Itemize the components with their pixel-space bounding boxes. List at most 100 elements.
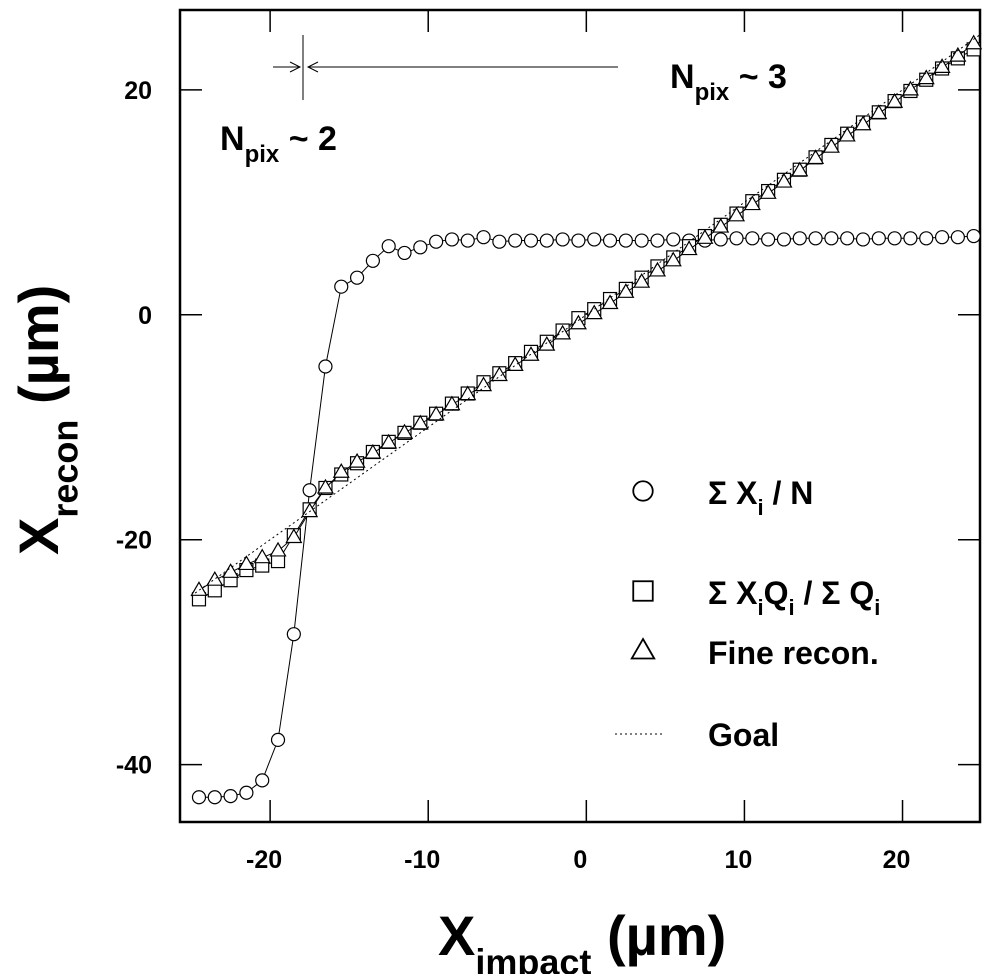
plot-frame: [178, 8, 982, 824]
x-axis-label: Ximpact (µm): [438, 904, 726, 974]
marker-circle: [286, 627, 301, 642]
marker-triangle: [443, 395, 461, 411]
subscript: i: [788, 595, 794, 620]
marker-circle: [270, 732, 286, 748]
marker-circle: [476, 230, 491, 245]
marker-triangle: [633, 272, 651, 288]
marker-circle: [745, 231, 760, 246]
marker-triangle: [759, 184, 777, 199]
marker-circle: [618, 233, 633, 248]
marker-circle: [713, 232, 728, 247]
marker-circle: [460, 233, 475, 248]
text-part: Fine recon.: [708, 635, 879, 671]
marker-triangle: [601, 294, 619, 310]
marker-triangle: [285, 528, 303, 544]
y-tick-label: 20: [124, 77, 152, 105]
subscript: i: [757, 595, 763, 620]
marker-circle: [318, 359, 333, 374]
text-part: N: [670, 58, 695, 96]
marker-triangle: [348, 452, 366, 468]
x-tick-label: 10: [725, 846, 753, 874]
annotation: Npix ~ 2: [220, 120, 337, 168]
marker-triangle: [696, 229, 714, 244]
marker-circle: [587, 232, 602, 247]
marker-circle: [334, 279, 349, 294]
legend-label: Fine recon.: [708, 635, 879, 671]
marker-triangle: [395, 423, 414, 439]
marker-triangle: [269, 541, 287, 557]
text-part: Σ X: [708, 575, 758, 611]
marker-circle: [191, 790, 207, 805]
marker-circle: [776, 232, 792, 247]
marker-circle: [539, 233, 554, 248]
marker-triangle: [332, 463, 350, 478]
y-axis-label: Xrecon (µm): [7, 285, 86, 555]
marker-circle: [871, 231, 886, 246]
marker-triangle: [712, 217, 730, 233]
subscript: impact: [475, 942, 591, 974]
marker-triangle: [222, 563, 240, 578]
marker-triangle: [822, 138, 840, 153]
marker-triangle: [554, 324, 572, 340]
marker-triangle: [190, 581, 208, 596]
marker-triangle: [569, 314, 587, 330]
y-tick-label: -40: [116, 752, 152, 780]
text-part: N: [220, 120, 245, 158]
marker-circle: [840, 231, 855, 246]
range-arrows: [273, 35, 618, 100]
marker-circle: [919, 231, 934, 246]
text-part: Σ X: [708, 475, 758, 511]
marker-triangle: [949, 46, 967, 62]
marker-circle: [508, 233, 523, 248]
text-part: (µm): [7, 285, 70, 420]
marker-circle: [349, 270, 365, 285]
marker-triangle: [237, 555, 255, 571]
legend-label: Σ Xi / N: [708, 475, 813, 520]
x-tick-label: -10: [404, 846, 440, 874]
marker-circle: [824, 231, 839, 246]
marker-circle: [223, 789, 238, 804]
marker-triangle: [807, 149, 825, 165]
marker-circle: [792, 231, 807, 246]
marker-circle: [381, 239, 396, 254]
marker-circle: [492, 234, 507, 249]
legend-swatch: [632, 480, 654, 502]
legend-label: Σ XiQi / Σ Qi: [708, 575, 880, 620]
legend-label: Goal: [708, 717, 779, 753]
marker-triangle: [917, 69, 935, 85]
marker-circle: [207, 790, 222, 805]
subscript: i: [757, 495, 763, 520]
marker-triangle: [743, 195, 761, 211]
marker-triangle: [411, 414, 429, 430]
marker-triangle: [506, 356, 524, 371]
marker-triangle: [870, 104, 888, 120]
goal-line: [190, 33, 982, 597]
marker-triangle: [727, 206, 746, 222]
marker-circle: [429, 234, 444, 249]
marker-triangle: [490, 366, 508, 382]
subscript: recon: [45, 420, 86, 518]
subscript: i: [874, 595, 880, 620]
marker-triangle: [253, 548, 271, 564]
marker-circle: [555, 232, 570, 247]
marker-triangle: [664, 251, 682, 267]
text-part: ~ 3: [729, 58, 787, 96]
marker-circle: [397, 245, 412, 261]
text-part: / N: [764, 475, 814, 511]
marker-circle: [523, 233, 539, 248]
marker-triangle: [933, 58, 951, 73]
marker-triangle: [475, 376, 493, 392]
text-part: X: [438, 904, 475, 967]
y-tick-label: -20: [116, 527, 152, 555]
marker-triangle: [838, 126, 856, 142]
marker-triangle: [538, 335, 556, 351]
marker-circle: [365, 253, 380, 268]
marker-circle: [887, 231, 902, 246]
marker-triangle: [380, 433, 398, 449]
text-part: Goal: [708, 717, 779, 753]
marker-circle: [239, 785, 254, 800]
marker-circle: [255, 773, 270, 788]
marker-triangle: [791, 161, 809, 177]
x-tick-label: 0: [573, 846, 587, 874]
